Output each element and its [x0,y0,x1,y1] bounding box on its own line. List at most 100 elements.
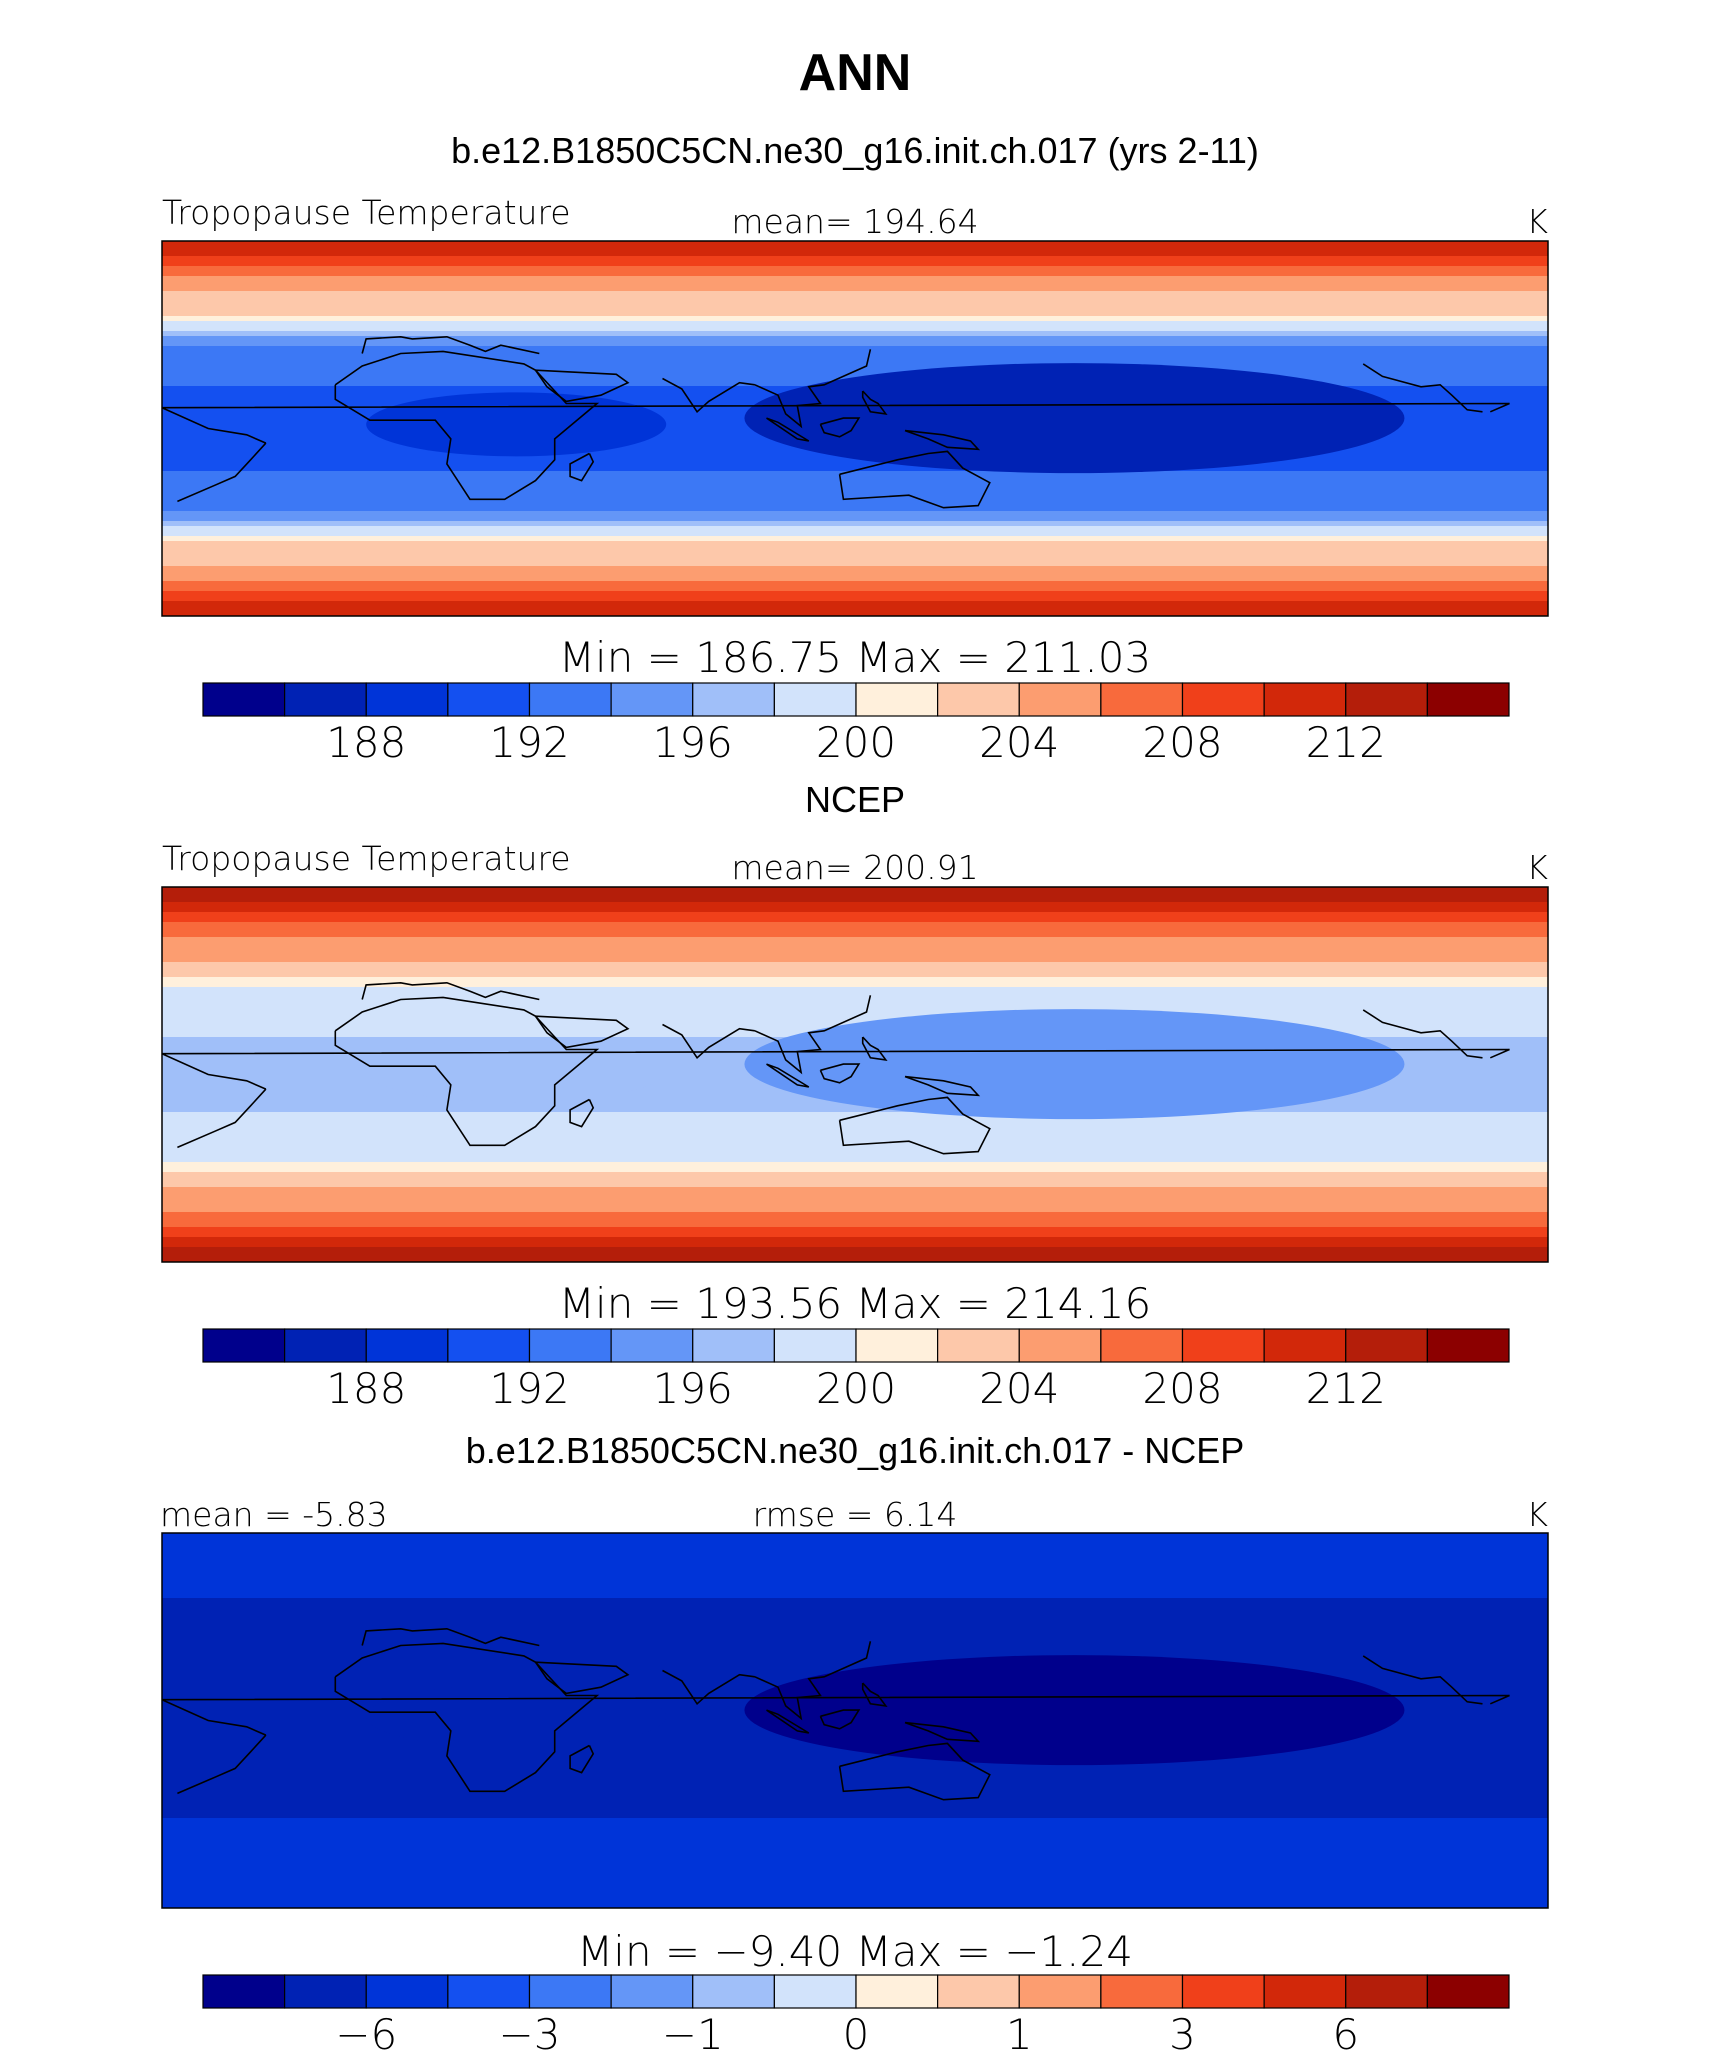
panel-2-min-max: Min = 193.56 Max = 214.16 [559,1279,1151,1328]
coastline [754,995,872,1075]
panel-1: b.e12.B1850C5CN.ne30_g16.init.ch.017 (yr… [161,130,1549,767]
map-band [162,281,1548,287]
colorbar-tick-label: 212 [1306,1364,1386,1413]
colorbar-swatch [1018,1328,1102,1363]
coastline [819,1709,861,1730]
map-band [162,1828,1548,1834]
map-band [162,1898,1548,1904]
panel-3-left-label: mean = -5.83 [160,1495,388,1534]
colorbar-swatch [1426,682,1510,717]
map-band [162,1167,1548,1173]
map-band [162,1653,1548,1659]
map-band [162,1848,1548,1854]
map-band [162,1227,1548,1233]
map-band [162,1793,1548,1799]
map-band [162,1578,1548,1584]
map-band [162,1182,1548,1188]
colorbar-tick-label: −3 [499,2010,561,2059]
map-band [162,1017,1548,1023]
map-band [162,476,1548,482]
coastline [904,429,981,451]
map-band [162,331,1548,337]
colorbar-swatch [937,1328,1020,1363]
coastline [361,1627,540,1647]
map-frame [161,240,1549,617]
map-band [162,321,1548,327]
map-band [162,511,1548,517]
panel-1-units: K [1526,202,1548,241]
map-band [162,506,1548,512]
map-band [162,316,1548,322]
coastline [162,402,1510,444]
colorbar-swatch [447,682,531,717]
colorbar-swatch [610,1974,694,2009]
panel-2: NCEP Tropopause Temperature mean= 200.91… [161,779,1549,1413]
colorbar-swatch [1263,1328,1347,1363]
map-band [162,1553,1548,1559]
coastline [162,1048,1510,1090]
map-warm-pool-blob [744,1009,1405,1120]
colorbar-swatch [773,1974,857,2009]
colorbar-tick-label: 188 [326,1364,406,1413]
panel-2-colorbar: 188 192 196 200 204 208 212 [202,1328,1510,1413]
map-band [162,967,1548,973]
map-band [162,571,1548,577]
coastline [162,1694,1510,1736]
map-band [162,1112,1548,1118]
map-band [162,481,1548,487]
colorbar-tick-label: 188 [326,718,406,767]
coastline [904,1721,981,1743]
map-band [162,1598,1548,1604]
colorbar-tick-label: −6 [335,2010,397,2059]
map-band [162,471,1548,477]
map-band [162,1548,1548,1554]
panel-1-left-label: Tropopause Temperature [162,193,571,232]
map-band [162,1558,1548,1564]
panel-3: b.e12.B1850C5CN.ne30_g16.init.ch.017 - N… [160,1430,1549,2059]
map-band [162,1638,1548,1644]
coastline [334,996,600,1147]
map-band [162,466,1548,472]
map-band [162,1763,1548,1769]
panel-2-map [161,886,1549,1263]
panel-2-subtitle: NCEP [805,779,905,820]
map-band [162,1157,1548,1163]
coastline [177,1734,267,1795]
map-band [162,1628,1548,1634]
map-band [162,1658,1548,1664]
panel-2-units: K [1526,848,1548,887]
colorbar-swatch [773,1328,857,1363]
map-band [162,1197,1548,1203]
coastline [569,452,595,482]
map-band [162,311,1548,317]
colorbar-tick-label: −1 [662,2010,724,2059]
colorbar-swatch [692,1328,775,1363]
colorbar-swatch [1181,1328,1265,1363]
map-band [162,1873,1548,1879]
map-band [162,1137,1548,1143]
coastline [766,1709,810,1734]
colorbar-swatch [528,682,612,717]
map-band [162,1117,1548,1123]
colorbar-tick-label: 192 [489,1364,569,1413]
panel-3-map [161,1532,1549,1909]
colorbar-swatch [937,1974,1020,2009]
colorbar-swatch [202,1328,286,1363]
coastline [838,450,991,509]
map-band [162,952,1548,958]
colorbar-swatch [1426,1974,1510,2009]
map-band [162,972,1548,978]
map-band [162,1192,1548,1198]
map-band [162,927,1548,933]
map-band [162,336,1548,342]
map-warm-pool-blob [744,363,1405,474]
map-band [162,1868,1548,1874]
map-band [162,1623,1548,1629]
map-band [162,1883,1548,1889]
coastline [534,1661,630,1695]
colorbar-swatch [855,682,939,717]
coastline [177,442,267,503]
map-band [162,366,1548,372]
map-band [162,1222,1548,1228]
